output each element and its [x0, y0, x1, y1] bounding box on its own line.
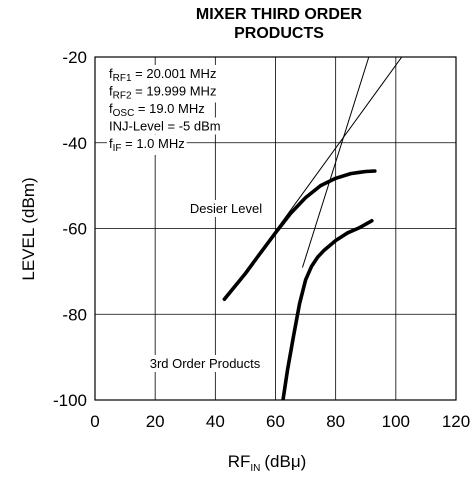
chart-title: MIXER THIRD ORDER PRODUCTS: [196, 6, 363, 42]
y-tick-label-4: -100: [53, 391, 87, 410]
series-label-0: Desier Level: [190, 201, 262, 216]
x-axis-label-subscript: IN: [250, 463, 260, 474]
x-tick-label-3: 60: [266, 412, 285, 431]
series-line-3rd-order-products: [283, 221, 372, 400]
y-tick-label-1: -40: [62, 134, 87, 153]
series-label-1: 3rd Order Products: [150, 356, 261, 371]
x-tick-label-2: 40: [206, 412, 225, 431]
chart-title-line-2: PRODUCTS: [234, 25, 324, 42]
x-tick-label-0: 0: [90, 412, 99, 431]
y-tick-labels: -20 -40 -60 -80 -100: [53, 48, 87, 410]
x-tick-labels: 0 20 40 60 80 100 120: [90, 412, 470, 431]
x-tick-label-1: 20: [146, 412, 165, 431]
x-tick-label-6: 120: [442, 412, 470, 431]
series-line-desier-level: [224, 171, 374, 299]
annotation-line-3: INJ-Level = -5 dBm: [109, 119, 221, 134]
y-tick-label-3: -80: [62, 305, 87, 324]
y-axis-label: LEVEL (dBm): [19, 177, 38, 280]
x-axis-label: RFIN (dBμ): [228, 452, 307, 474]
y-tick-label-0: -20: [62, 48, 87, 67]
x-tick-label-4: 80: [326, 412, 345, 431]
x-axis-label-main: RF: [228, 452, 251, 471]
series-labels: Desier Level 3rd Order Products: [148, 200, 265, 372]
y-tick-label-2: -60: [62, 220, 87, 239]
chart-title-line-1: MIXER THIRD ORDER: [196, 6, 363, 23]
x-tick-label-5: 100: [382, 412, 410, 431]
x-axis-label-unit: (dBμ): [264, 452, 306, 471]
